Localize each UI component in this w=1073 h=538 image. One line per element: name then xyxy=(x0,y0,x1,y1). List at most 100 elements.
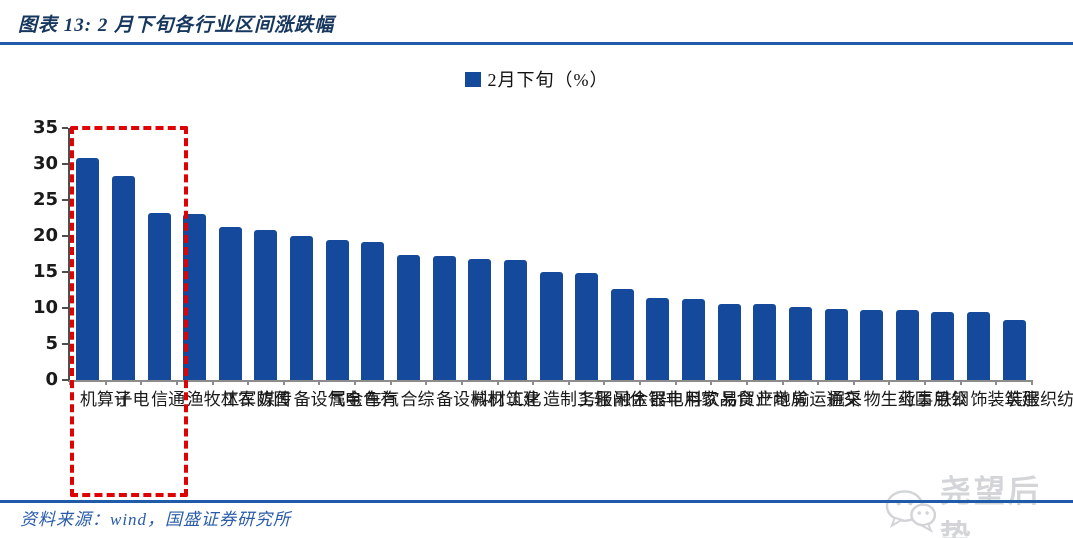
y-axis-tick xyxy=(62,379,68,381)
x-axis-tick xyxy=(389,380,392,385)
y-axis-tick xyxy=(62,199,68,201)
x-axis-label: 农林牧渔 xyxy=(183,390,254,412)
x-axis-tick xyxy=(817,380,820,385)
x-axis-tick xyxy=(674,380,677,385)
x-axis-label: 汽车 xyxy=(361,390,398,412)
x-axis-label: 建筑材料 xyxy=(468,390,539,412)
x-axis-label: 综合 xyxy=(397,390,434,412)
bar-传媒 xyxy=(254,230,278,380)
x-axis-label: 轻工制造 xyxy=(540,390,610,412)
x-axis-label: 交通运输 xyxy=(789,390,860,412)
bar-建筑装饰 xyxy=(967,312,991,380)
bar-食品饮料 xyxy=(682,298,706,380)
x-axis-tick xyxy=(1031,380,1033,385)
x-axis-label: 计算机 xyxy=(76,390,130,412)
bar-纺织服装 xyxy=(1002,319,1026,380)
y-axis-tick-label: 15 xyxy=(32,261,58,282)
x-axis-tick xyxy=(496,380,499,385)
y-axis-tick xyxy=(62,163,68,165)
x-axis-label: 电子 xyxy=(112,390,149,412)
legend-label: 2月下旬（%） xyxy=(487,70,609,90)
x-axis-label: 化工 xyxy=(504,390,541,412)
bar-轻工制造 xyxy=(539,272,563,380)
bar-汽车 xyxy=(361,242,385,380)
y-axis-tick-label: 30 xyxy=(32,153,58,174)
bar-农林牧渔 xyxy=(183,214,207,380)
bar-电子 xyxy=(111,176,135,380)
data-source: 资料来源：wind，国盛证券研究所 xyxy=(20,510,292,529)
x-axis-label: 医药生物 xyxy=(860,390,931,412)
footer-divider xyxy=(0,500,1073,503)
x-axis-tick xyxy=(852,380,855,385)
y-axis-tick-label: 20 xyxy=(32,225,58,246)
x-axis-tick xyxy=(745,380,748,385)
title-divider xyxy=(0,42,1073,45)
x-axis-label: 传媒 xyxy=(254,390,291,412)
x-axis-tick xyxy=(104,380,107,385)
y-axis-tick xyxy=(62,271,68,273)
bar-国防军工 xyxy=(218,227,242,380)
x-axis-tick xyxy=(603,380,606,385)
x-axis-tick xyxy=(924,380,927,385)
x-axis-label: 通信 xyxy=(148,390,185,412)
legend-swatch-icon xyxy=(464,71,481,87)
y-axis-tick xyxy=(62,127,68,129)
x-axis-label: 房地产 xyxy=(753,390,807,412)
x-axis-tick xyxy=(140,380,143,385)
bar-医药生物 xyxy=(860,310,884,380)
x-axis-tick xyxy=(710,380,713,385)
x-axis-label: 机械设备 xyxy=(433,390,504,412)
y-axis-tick-label: 25 xyxy=(32,189,58,210)
x-axis-label: 采掘 xyxy=(825,390,862,412)
x-axis-tick xyxy=(567,380,570,385)
bar-化工 xyxy=(503,259,527,380)
x-axis-label: 建筑装饰 xyxy=(967,390,1038,412)
x-axis-label: 食品饮料 xyxy=(682,390,753,412)
bar-建筑材料 xyxy=(468,259,492,380)
bar-钢铁 xyxy=(931,312,955,380)
x-axis-tick xyxy=(318,380,321,385)
bar-公用事业 xyxy=(895,310,919,380)
x-axis-label: 国防军工 xyxy=(219,390,290,412)
y-axis-tick xyxy=(62,343,68,345)
bar-家用电器 xyxy=(646,297,670,380)
bar-非银金融 xyxy=(610,289,634,380)
x-axis-tick xyxy=(460,380,463,385)
bar-商业贸易 xyxy=(717,303,741,380)
x-axis-tick xyxy=(995,380,998,385)
x-axis-tick xyxy=(781,380,784,385)
y-axis-tick-label: 10 xyxy=(32,297,58,318)
x-axis-tick xyxy=(639,380,642,385)
x-axis-label: 非银金融 xyxy=(611,390,682,412)
x-axis-label: 公用事业 xyxy=(896,390,967,412)
x-axis-label: 家用电器 xyxy=(646,390,717,412)
bar-有色金属 xyxy=(325,240,349,380)
bar-电气设备 xyxy=(290,236,314,380)
x-axis-tick xyxy=(247,380,250,385)
y-axis-tick xyxy=(62,307,68,309)
x-axis-tick xyxy=(888,380,891,385)
x-axis-tick xyxy=(959,380,962,385)
bar-采掘 xyxy=(824,309,848,380)
bar-机械设备 xyxy=(432,256,456,380)
x-axis-label: 纺织服装 xyxy=(1003,390,1073,412)
bar-交通运输 xyxy=(788,307,812,380)
chart-legend: 2月下旬（%） xyxy=(0,66,1073,92)
y-axis-tick-label: 35 xyxy=(32,117,58,138)
bar-综合 xyxy=(396,255,420,380)
y-axis-tick xyxy=(62,235,68,237)
x-axis-tick xyxy=(532,380,535,385)
figure-title: 图表 13: 2 月下旬各行业区间涨跌幅 xyxy=(18,15,335,36)
plot-area: 0 5 10 15 20 25 30 35 计算机 电子 通信 农林牧渔 国防军工 传媒 电气设备 有色金属汽… xyxy=(33,118,1073,413)
y-axis-tick-label: 5 xyxy=(45,333,58,354)
x-axis-label: 休闲服务 xyxy=(575,390,646,412)
bar-休闲服务 xyxy=(575,273,599,380)
x-axis-tick xyxy=(211,380,214,385)
bar-计算机 xyxy=(76,158,100,380)
bar-房地产 xyxy=(753,304,777,380)
x-axis-tick xyxy=(282,380,285,385)
x-axis-tick xyxy=(425,380,428,385)
bar-通信 xyxy=(147,212,171,380)
x-axis-label: 钢铁 xyxy=(931,390,968,412)
